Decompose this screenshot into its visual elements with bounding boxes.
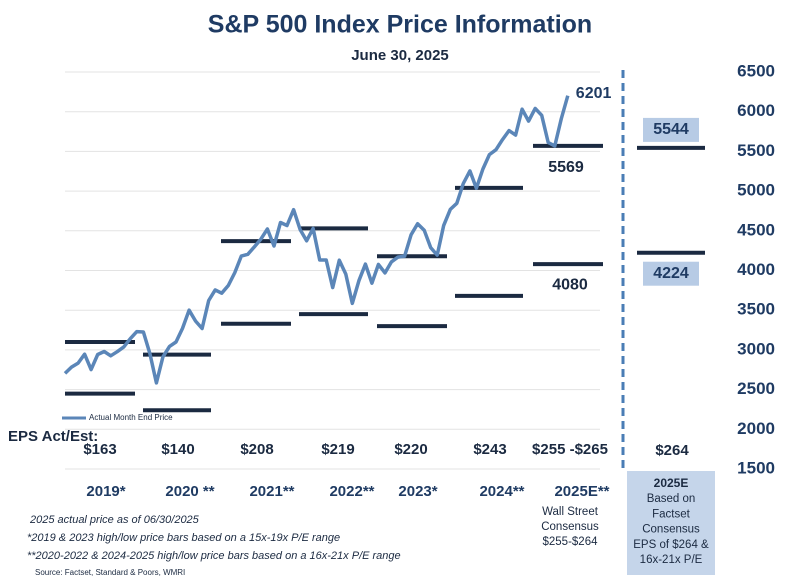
footnote: *2019 & 2023 high/low price bars based o…: [27, 532, 340, 544]
estimate-box: [627, 471, 715, 575]
eps-label: $220: [394, 441, 427, 458]
y-tick-label: 2000: [737, 419, 775, 438]
y-tick-label: 6500: [737, 61, 775, 80]
estimate-note: Based on: [647, 493, 696, 505]
estimate-note: Factset: [652, 508, 691, 520]
eps-label: $243: [473, 441, 506, 458]
y-tick-label: 2500: [737, 379, 775, 398]
eps-label: $208: [240, 441, 273, 458]
high-label: 5569: [548, 159, 584, 176]
label-box: [643, 117, 699, 142]
year-label: 2021**: [249, 483, 294, 500]
eps-label: $163: [83, 441, 116, 458]
year-label: 2022**: [329, 483, 374, 500]
y-tick-label: 1500: [737, 458, 775, 477]
year-label: 2024**: [479, 483, 524, 500]
year-label: 2023*: [398, 483, 437, 500]
chart-title: S&P 500 Index Price Information: [208, 11, 592, 39]
year-label: 2025E: [654, 476, 689, 490]
eps-label: $264: [655, 442, 689, 459]
y-tick-label: 6000: [737, 101, 775, 120]
chart-subtitle: June 30, 2025: [351, 47, 449, 64]
price-line: [63, 95, 570, 385]
high-label: 5544: [653, 121, 689, 138]
last-value-label: 6201: [576, 85, 612, 102]
footnote: 2025 actual price as of 06/30/2025: [29, 514, 200, 526]
eps-label: $140: [161, 441, 194, 458]
year-label: 2020 **: [165, 483, 214, 500]
eps-label: $255 -$265: [532, 441, 608, 458]
wall-street-note: Wall Street: [542, 506, 599, 518]
y-tick-label: 4500: [737, 220, 775, 239]
low-label: 4080: [552, 276, 588, 293]
estimate-note: Consensus: [642, 524, 700, 536]
estimate-note: EPS of $264 &: [633, 539, 709, 551]
year-label: 2025E**: [554, 483, 609, 500]
footnote: **2020-2022 & 2024-2025 high/low price b…: [27, 550, 401, 562]
y-tick-label: 3000: [737, 339, 775, 358]
low-label: 4224: [653, 265, 689, 282]
y-tick-label: 5000: [737, 181, 775, 200]
label-box: [643, 261, 699, 286]
estimate-note: 16x-21x P/E: [640, 554, 703, 566]
y-tick-label: 4000: [737, 260, 775, 279]
y-tick-label: 5500: [737, 141, 775, 160]
legend-label: Actual Month End Price: [89, 413, 173, 422]
y-tick-label: 3500: [737, 300, 775, 319]
year-label: 2019*: [86, 483, 125, 500]
wall-street-note: Consensus: [541, 521, 599, 533]
eps-heading: EPS Act/Est:: [8, 428, 98, 445]
wall-street-note: $255-$264: [543, 536, 599, 548]
eps-label: $219: [321, 441, 354, 458]
source: Source: Factset, Standard & Poors, WMRI: [35, 568, 185, 577]
